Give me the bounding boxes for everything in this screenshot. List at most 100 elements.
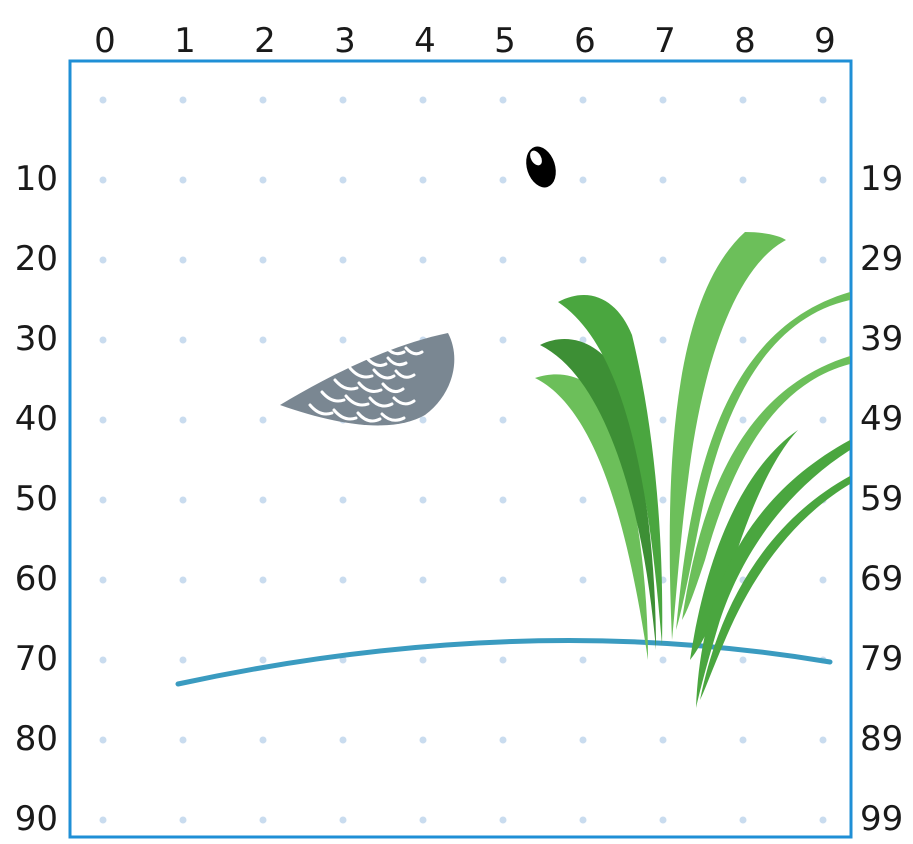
grid-dot [339,176,347,184]
grid-dot [259,656,267,664]
right-label: 19 [860,159,903,199]
grid-dot [819,256,827,264]
grid-dot [179,656,187,664]
grid-dot [99,656,107,664]
grid-dot [739,656,747,664]
grid-dot [179,336,187,344]
grid-dot [819,336,827,344]
grid-dot [499,576,507,584]
right-label: 59 [860,479,903,519]
grid-frame [68,59,853,839]
grid-dot [499,816,507,824]
grid-dot [259,736,267,744]
grid-dot [99,736,107,744]
grid-dot [499,416,507,424]
grid-dot [499,736,507,744]
right-label: 89 [860,719,903,759]
top-label: 6 [574,21,596,61]
grid-dot [819,416,827,424]
grid-dot [579,496,587,504]
left-label: 70 [15,639,58,679]
grid-dot [99,336,107,344]
left-label: 60 [15,559,58,599]
grid-dot [419,656,427,664]
left-label: 30 [15,319,58,359]
grid-dot [739,816,747,824]
grid-dot [659,816,667,824]
grid-dot [499,176,507,184]
grid-dot [579,176,587,184]
top-label: 0 [94,21,116,61]
grid-dot [579,656,587,664]
grid-dot [419,176,427,184]
grid-dot [259,176,267,184]
grid-dot [339,496,347,504]
wing-icon [280,333,455,426]
top-label: 4 [414,21,436,61]
grid-dot [819,176,827,184]
top-label: 1 [174,21,196,61]
grid-dot [659,336,667,344]
grid-dot [179,416,187,424]
grid-dot [579,816,587,824]
grid-dot [499,256,507,264]
grid-dot [99,96,107,104]
grid-dot [419,416,427,424]
right-label: 99 [860,799,903,839]
grid-dot [99,416,107,424]
top-label: 3 [334,21,356,61]
right-label: 49 [860,399,903,439]
ground-line [175,638,833,687]
left-label: 40 [15,399,58,439]
grid-dot [339,96,347,104]
right-label: 79 [860,639,903,679]
left-label: 10 [15,159,58,199]
grid-dot [419,816,427,824]
grid-dot [579,96,587,104]
grid-dot [179,736,187,744]
grid-dot [179,96,187,104]
eye-icon [526,146,556,188]
grid-dot [179,576,187,584]
grid-dot [419,736,427,744]
grid-dot [259,416,267,424]
grid-dot [499,336,507,344]
grid-dot [179,256,187,264]
grid-dots [99,96,827,824]
grid-dot [179,816,187,824]
grid-dot [659,736,667,744]
right-label: 69 [860,559,903,599]
grid-dot [819,816,827,824]
grid-dot [99,576,107,584]
grid-dot [339,256,347,264]
grid-dot [99,256,107,264]
grid-dot [99,176,107,184]
grid-dot [739,416,747,424]
grid-dot [659,256,667,264]
left-label: 90 [15,799,58,839]
grid-dot [99,496,107,504]
grid-dot [339,656,347,664]
grid-dot [579,736,587,744]
grid-dot [259,576,267,584]
grid-dot [739,176,747,184]
top-label: 8 [734,21,756,61]
left-labels: 10 20 30 40 50 60 70 80 90 [15,159,58,839]
grid-dot [339,576,347,584]
grid-dot [739,96,747,104]
top-label: 2 [254,21,276,61]
grid-dot [419,576,427,584]
right-label: 39 [860,319,903,359]
grid-dot [659,656,667,664]
grid-dot [419,96,427,104]
grid-dot [339,336,347,344]
grass-icon [535,232,850,708]
grid-dot [259,816,267,824]
grid-dot [259,96,267,104]
left-label: 20 [15,239,58,279]
grid-dot [99,816,107,824]
grid-dot [819,96,827,104]
grid-dot [339,736,347,744]
grid-dot [819,736,827,744]
